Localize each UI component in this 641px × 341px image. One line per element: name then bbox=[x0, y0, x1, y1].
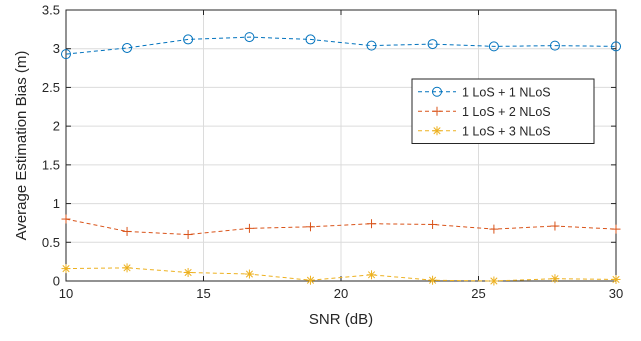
data-point bbox=[183, 267, 193, 277]
series-line bbox=[65, 218, 617, 236]
data-point bbox=[305, 222, 315, 232]
data-point bbox=[611, 224, 621, 234]
data-point bbox=[367, 270, 377, 280]
data-point bbox=[305, 275, 315, 285]
data-point bbox=[183, 230, 193, 240]
data-point bbox=[366, 40, 377, 51]
legend-item: 1 LoS + 2 NLoS bbox=[418, 105, 551, 119]
data-point bbox=[549, 40, 560, 51]
legend-item: 1 LoS + 3 NLoS bbox=[418, 124, 551, 138]
data-point bbox=[244, 32, 255, 43]
data-point bbox=[611, 274, 621, 284]
data-point bbox=[427, 39, 438, 50]
data-point bbox=[61, 214, 71, 224]
data-point bbox=[488, 41, 499, 52]
series-layer bbox=[61, 32, 621, 286]
legend-label: 1 LoS + 3 NLoS bbox=[462, 124, 551, 138]
data-point bbox=[183, 34, 194, 45]
data-point bbox=[428, 219, 438, 229]
series-3 bbox=[61, 263, 621, 286]
series-1 bbox=[61, 32, 621, 60]
data-point bbox=[122, 42, 133, 53]
data-point bbox=[61, 264, 71, 274]
y-tick-label: 2.5 bbox=[42, 80, 60, 95]
data-point bbox=[367, 219, 377, 229]
data-point bbox=[489, 276, 499, 286]
legend-label: 1 LoS + 2 NLoS bbox=[462, 105, 551, 119]
x-tick-label: 30 bbox=[609, 286, 623, 301]
y-tick-label: 0 bbox=[53, 274, 60, 289]
data-point bbox=[305, 34, 316, 45]
x-tick-label: 10 bbox=[59, 286, 73, 301]
y-tick-label: 0.5 bbox=[42, 235, 60, 250]
axis-ticks bbox=[65, 9, 617, 282]
data-point bbox=[489, 224, 499, 234]
data-point bbox=[122, 263, 132, 273]
legend-label: 1 LoS + 1 NLoS bbox=[462, 85, 551, 99]
y-tick-label: 2 bbox=[53, 119, 60, 134]
y-axis-title: Average Estimation Bias (m) bbox=[13, 51, 30, 241]
data-point bbox=[432, 86, 442, 97]
data-point bbox=[244, 223, 254, 233]
series-line bbox=[65, 267, 617, 282]
x-tick-label: 15 bbox=[196, 286, 210, 301]
y-tick-labels: 0 0.5 1 1.5 2 2.5 3 3.5 bbox=[42, 3, 60, 289]
x-axis-title: SNR (dB) bbox=[309, 311, 373, 328]
data-point bbox=[61, 49, 71, 60]
y-tick-label: 1 bbox=[53, 196, 60, 211]
data-point bbox=[550, 221, 560, 231]
data-point bbox=[122, 226, 132, 236]
series-line bbox=[65, 36, 617, 55]
data-point bbox=[428, 275, 438, 285]
data-point bbox=[244, 269, 254, 279]
legend: 1 LoS + 1 NLoS 1 LoS + 2 NLoS 1 LoS + 3 NL… bbox=[411, 78, 595, 144]
data-point bbox=[611, 41, 621, 52]
x-tick-label: 25 bbox=[471, 286, 485, 301]
y-tick-label: 3 bbox=[53, 41, 60, 56]
data-point bbox=[432, 106, 442, 116]
y-tick-label: 1.5 bbox=[42, 157, 60, 172]
x-tick-labels: 10 15 20 25 30 bbox=[59, 286, 623, 301]
legend-item: 1 LoS + 1 NLoS bbox=[418, 85, 551, 99]
series-2 bbox=[61, 214, 621, 240]
data-point bbox=[550, 274, 560, 284]
data-point bbox=[432, 126, 442, 136]
x-tick-label: 20 bbox=[334, 286, 348, 301]
y-tick-label: 3.5 bbox=[42, 3, 60, 18]
